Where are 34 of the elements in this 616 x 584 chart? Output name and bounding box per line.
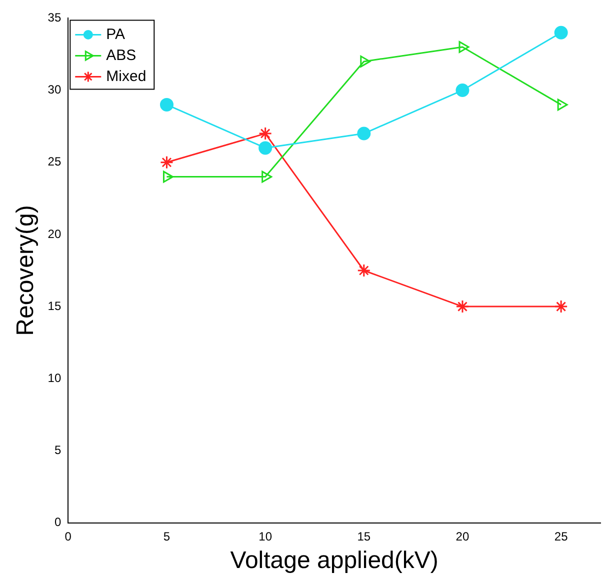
point [360, 56, 371, 68]
y-tick-label: 0 [54, 515, 62, 530]
legend-label: Mixed [106, 68, 146, 85]
point [357, 264, 371, 278]
point [258, 126, 272, 140]
y-tick-label: 5 [54, 443, 62, 458]
x-tick-label: 15 [357, 529, 371, 544]
point [262, 170, 272, 183]
point [160, 156, 174, 170]
x-tick-label: 25 [554, 529, 568, 544]
y-tick-label: 20 [48, 226, 62, 241]
point [162, 170, 174, 183]
point [554, 26, 568, 40]
point [458, 41, 470, 53]
point [554, 300, 568, 314]
legend-label: ABS [106, 46, 136, 64]
point [557, 98, 568, 111]
y-tick-label: 10 [48, 370, 62, 385]
x-tick-label: 0 [64, 529, 72, 544]
point [258, 141, 272, 155]
y-tick-label: 15 [48, 298, 62, 313]
y-axis-title: Recovery(g) [12, 205, 40, 336]
x-axis-title: Voltage applied(kV) [230, 547, 438, 574]
legend-label: PA [106, 26, 126, 43]
point [456, 300, 470, 314]
point [160, 98, 174, 112]
x-tick-label: 10 [258, 529, 272, 544]
point [456, 84, 470, 98]
y-tick-label: 30 [48, 82, 62, 97]
x-tick-label: 5 [163, 529, 170, 544]
x-tick-label: 20 [456, 529, 470, 544]
point [357, 126, 371, 140]
y-tick-label: 35 [48, 10, 62, 25]
y-tick-label: 25 [48, 154, 62, 169]
